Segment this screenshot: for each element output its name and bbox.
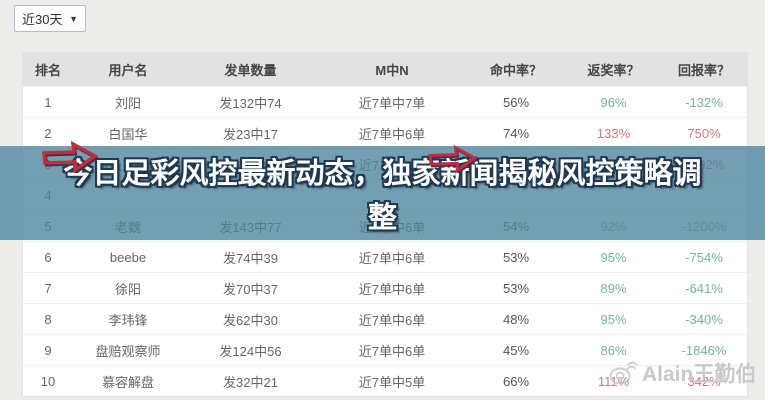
- roi-cell: 342%: [687, 373, 721, 389]
- header-mn: M中N: [375, 62, 409, 78]
- user-cell: 白国华: [108, 126, 148, 142]
- orders-cell: 发124中56: [219, 343, 282, 359]
- mn-cell: 近7单中6单: [358, 281, 426, 297]
- user-cell: 慕容解盘: [101, 374, 154, 390]
- header-return-rate[interactable]: 返奖率？: [587, 62, 640, 78]
- rank-cell: 1: [44, 94, 52, 110]
- return-cell: 96%: [600, 94, 627, 110]
- table-row: 8 李玮锋 发62中30 近7单中6单 48% 95% -340%: [23, 303, 747, 334]
- return-cell: 95%: [600, 249, 627, 265]
- rank-cell: 6: [44, 249, 52, 265]
- watermark-text: Alain王勤伯: [642, 363, 757, 386]
- header-orders: 发单数量: [224, 62, 277, 78]
- hit-cell: 53%: [502, 249, 530, 265]
- roi-cell: -641%: [685, 280, 723, 296]
- roi-cell: 750%: [687, 125, 721, 141]
- table-row: 7 徐阳 发70中37 近7单中6单 53% 89% -641%: [23, 272, 747, 303]
- roi-cell: -340%: [685, 311, 723, 327]
- weibo-icon: [609, 361, 638, 385]
- chevron-down-icon: ▼: [69, 13, 78, 24]
- user-cell: 刘阳: [114, 95, 141, 111]
- table-row: 6 beebe 发74中39 近7单中6单 53% 95% -754%: [23, 241, 747, 272]
- rank-cell: 8: [44, 311, 52, 327]
- table-row: 2 白国华 发23中17 近7单中6单 74% 133% 750%: [23, 117, 747, 148]
- hit-cell: 53%: [502, 280, 530, 296]
- table-row: 9 盘赔观察师 发124中56 近7单中6单 45% 86% -1846%: [23, 334, 747, 365]
- hit-cell: 48%: [502, 311, 530, 327]
- period-filter-select[interactable]: 近30天 ▼: [14, 5, 86, 32]
- roi-cell: -132%: [685, 94, 723, 110]
- user-cell: 李玮锋: [108, 312, 148, 328]
- user-cell: 盘赔观察师: [95, 343, 161, 359]
- user-cell: beebe: [109, 249, 147, 265]
- rank-cell: 9: [44, 342, 52, 358]
- table-header-row: 排名 用户名 发单数量 M中N 命中率？ 返奖率？ 回报率？: [23, 52, 747, 86]
- hit-cell: 74%: [502, 125, 530, 141]
- return-cell: 86%: [600, 342, 627, 358]
- mn-cell: 近7单中6单: [358, 250, 426, 266]
- orders-cell: 发62中30: [223, 312, 278, 328]
- hit-cell: 56%: [502, 94, 530, 110]
- table-row: 1 刘阳 发132中74 近7单中7单 56% 96% -132%: [23, 86, 747, 117]
- user-cell: 徐阳: [114, 281, 141, 297]
- orders-cell: 发70中37: [223, 281, 278, 297]
- return-cell: 95%: [600, 311, 627, 327]
- red-arrow-icon: [428, 145, 479, 173]
- orders-cell: 发132中74: [219, 95, 282, 111]
- watermark: Alain王勤伯: [608, 358, 756, 388]
- return-cell: 89%: [600, 280, 627, 296]
- period-filter-value: 近30天: [22, 12, 63, 27]
- orders-cell: 发32中21: [223, 374, 278, 390]
- orders-cell: 发74中39: [223, 250, 278, 266]
- mn-cell: 近7单中5单: [358, 374, 426, 390]
- header-hit-rate[interactable]: 命中率？: [489, 62, 542, 78]
- news-banner-overlay: [0, 146, 765, 240]
- mn-cell: 近7单中6单: [358, 126, 426, 142]
- hit-cell: 66%: [502, 373, 530, 389]
- orders-cell: 发23中17: [223, 126, 278, 142]
- roi-cell: -1846%: [681, 342, 727, 358]
- rank-cell: 2: [44, 125, 52, 141]
- hit-cell: 45%: [502, 342, 530, 358]
- mn-cell: 近7单中6单: [358, 312, 426, 328]
- rank-cell: 7: [44, 280, 52, 296]
- header-user: 用户名: [108, 62, 148, 78]
- roi-cell: -754%: [685, 249, 723, 265]
- mn-cell: 近7单中7单: [358, 95, 426, 111]
- header-rank: 排名: [34, 62, 61, 78]
- rank-cell: 10: [40, 373, 56, 389]
- header-roi-rate[interactable]: 回报率？: [677, 62, 730, 78]
- mn-cell: 近7单中6单: [358, 343, 426, 359]
- return-cell: 133%: [596, 125, 631, 141]
- red-arrow-icon: [42, 141, 98, 173]
